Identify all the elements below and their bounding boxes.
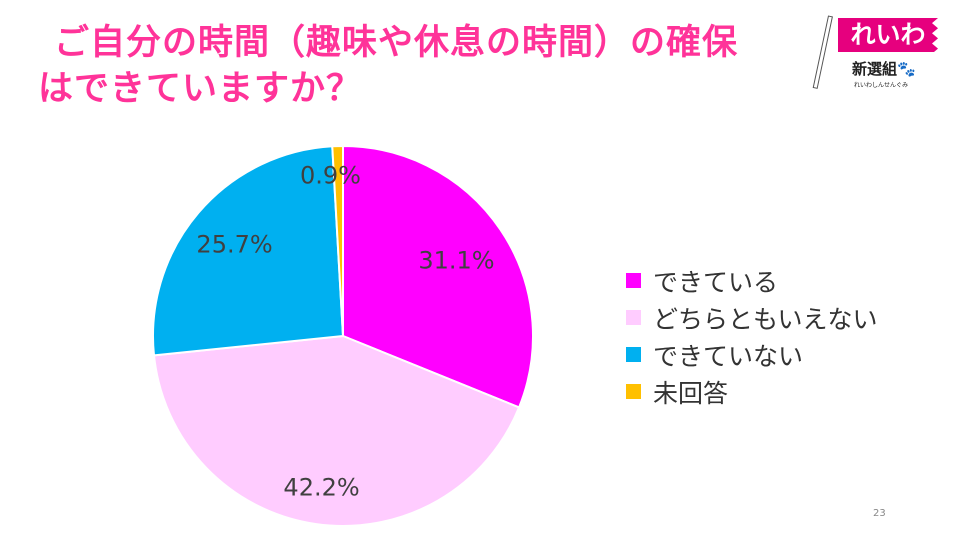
pie-slice-1 — [152, 334, 521, 527]
pie-slice-0 — [342, 144, 534, 409]
page-number: 23 — [873, 508, 886, 519]
legend-item: 未回答 — [626, 373, 878, 410]
slide-title: ご自分の時間（趣味や休息の時間）の確保 はできていますか？ — [38, 20, 738, 112]
title-line-1: ご自分の時間（趣味や休息の時間）の確保 — [54, 23, 739, 63]
legend-label: できていない — [653, 341, 804, 371]
chart-legend: できているどちらともいえない できていない 未回答 — [626, 262, 878, 410]
data-label-3: 0.9% — [300, 162, 361, 190]
title-line-2: はできていますか？ — [38, 69, 363, 109]
legend-item: できていない — [626, 336, 878, 373]
pie-slice-3 — [331, 144, 344, 337]
data-label-1: 42.2% — [283, 473, 359, 501]
logo-kana: れいわしんせんぐみ — [854, 82, 909, 89]
data-label-2: 25.7% — [196, 231, 272, 259]
data-label-0: 31.1% — [418, 247, 494, 275]
legend-swatch — [626, 273, 641, 288]
legend-item: できている — [626, 262, 878, 299]
logo-name: 新選組🐾 — [852, 60, 916, 78]
legend-item: どちらともいえない — [626, 299, 878, 336]
legend-label: できている — [653, 267, 779, 297]
legend-swatch — [626, 384, 641, 399]
legend-label: どちらともいえない — [653, 304, 878, 334]
pie-slice-2 — [152, 145, 345, 357]
legend-swatch — [626, 347, 641, 362]
legend-swatch — [626, 310, 641, 325]
logo-flag: れいわ — [838, 18, 938, 52]
legend-label: 未回答 — [653, 378, 729, 408]
reiwa-logo: れいわ 新選組🐾 れいわしんせんぐみ — [812, 14, 945, 99]
